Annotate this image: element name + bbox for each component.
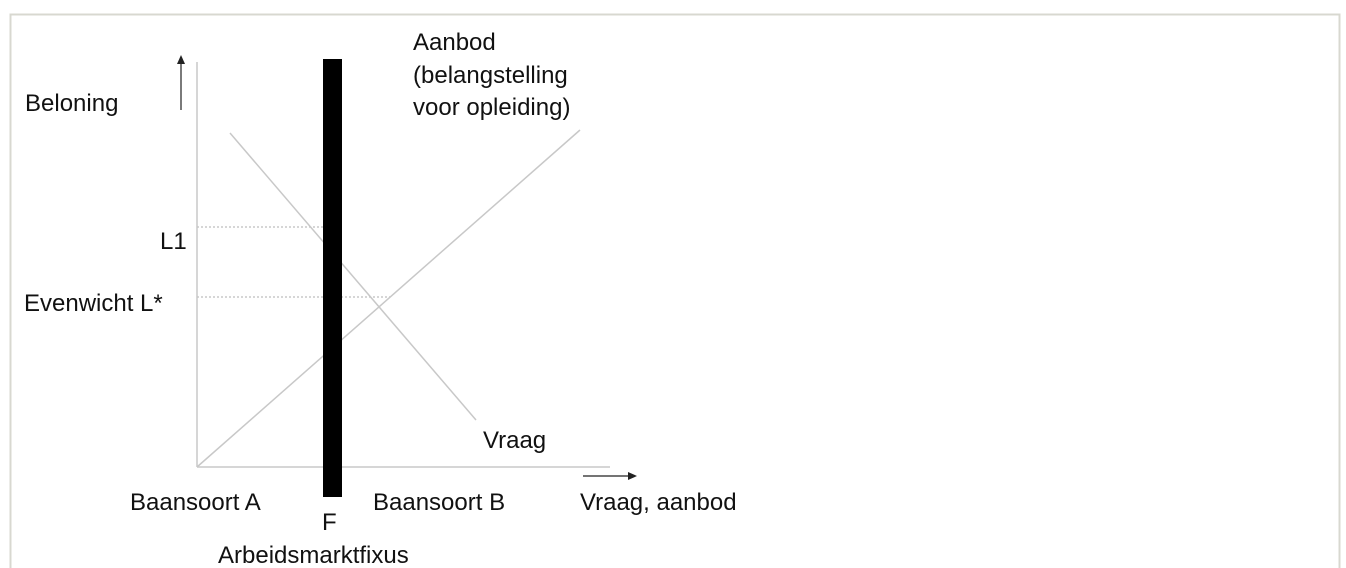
x-arrow-head bbox=[628, 472, 637, 480]
frame bbox=[9, 13, 1341, 568]
region-label: Baansoort A bbox=[130, 489, 261, 516]
barrier-bar bbox=[323, 59, 342, 497]
supply-label: Aanbod bbox=[413, 29, 496, 56]
supply-label: voor opleiding) bbox=[413, 94, 570, 121]
level-label: L1 bbox=[160, 228, 187, 255]
y-arrow-head bbox=[177, 55, 185, 64]
demand-label: Vraag bbox=[483, 427, 546, 454]
barrier-label: Arbeidsmarktfixus bbox=[218, 542, 409, 568]
barrier-letter: F bbox=[322, 509, 337, 536]
region-label: Baansoort B bbox=[373, 489, 505, 516]
supply-line bbox=[196, 129, 581, 468]
supply-label: (belangstelling bbox=[413, 62, 568, 89]
x-axis-label: Vraag, aanbod bbox=[580, 489, 737, 516]
demand-line bbox=[229, 132, 477, 421]
level-label: Evenwicht L* bbox=[24, 290, 163, 317]
y-axis-label: Beloning bbox=[25, 90, 118, 117]
